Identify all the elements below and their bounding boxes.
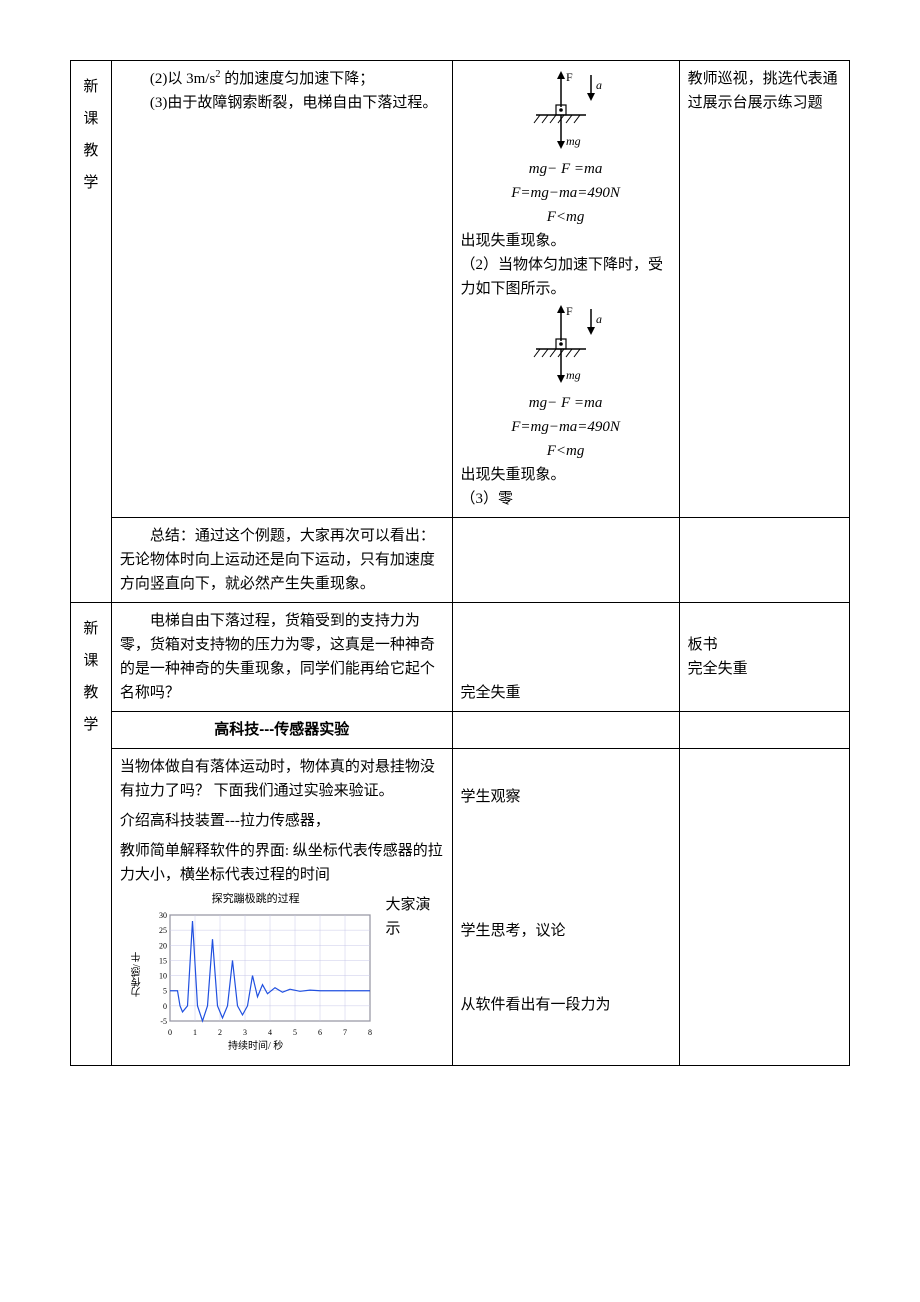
row-section-title: 高科技---传感器实验 xyxy=(71,712,850,749)
note-cell-summary xyxy=(679,518,849,603)
eq4: mg− F =ma xyxy=(461,391,671,415)
svg-text:15: 15 xyxy=(159,956,167,965)
student-cell-summary xyxy=(452,518,679,603)
free-body-diagram-1: F a mg xyxy=(516,67,616,157)
side-text: 大家演示 xyxy=(385,893,443,941)
svg-text:mg: mg xyxy=(566,134,581,148)
left-label-lower: 新 课 教 学 xyxy=(71,603,112,1066)
note-cell-experiment xyxy=(679,749,849,1066)
note-cell-freefall: 板书 完全失重 xyxy=(679,603,849,712)
student-cell-freefall: 完全失重 xyxy=(452,603,679,712)
lesson-plan-table: 新 课 教 学 (2)以 3m/s2 的加速度匀加速下降； (3)由于故障钢索断… xyxy=(70,60,850,1066)
eq1: mg− F =ma xyxy=(461,157,671,181)
problem-line-3: (3)由于故障钢索断裂，电梯自由下落过程。 xyxy=(120,91,444,115)
svg-text:a: a xyxy=(596,78,602,92)
teacher-cell-summary: 总结：通过这个例题，大家再次可以看出：无论物体时向上运动还是向下运动，只有加速度… xyxy=(111,518,452,603)
row-summary: 总结：通过这个例题，大家再次可以看出：无论物体时向上运动还是向下运动，只有加速度… xyxy=(71,518,850,603)
svg-text:0: 0 xyxy=(163,1001,167,1010)
section-title-cell: 高科技---传感器实验 xyxy=(111,712,452,749)
problem-line-2: (2)以 3m/s2 的加速度匀加速下降； xyxy=(120,67,444,91)
svg-text:mg: mg xyxy=(566,368,581,382)
text-weightless-2: 出现失重现象。 xyxy=(461,463,671,487)
text-case2: （2）当物体匀加速下降时，受力如下图所示。 xyxy=(461,253,671,301)
svg-text:a: a xyxy=(596,312,602,326)
svg-text:4: 4 xyxy=(268,1028,272,1037)
svg-text:30: 30 xyxy=(159,911,167,920)
sensor-chart-svg: 012345678-5051015202530 xyxy=(146,909,376,1039)
eq2: F=mg−ma=490N xyxy=(461,181,671,205)
svg-text:0: 0 xyxy=(168,1028,172,1037)
teacher-cell-experiment: 当物体做自有落体运动时，物体真的对悬挂物没有拉力了吗？ 下面我们通过实验来验证。… xyxy=(111,749,452,1066)
student-cell-problem: F a mg mg− F =ma F=mg−ma=490N F<mg xyxy=(452,61,679,518)
eq6: F<mg xyxy=(461,439,671,463)
sensor-chart: 探究蹦极跳的过程 力传感/ 牛 012345678-5051015202530 … xyxy=(130,891,382,1055)
svg-text:-5: -5 xyxy=(160,1017,167,1026)
text-weightless-1: 出现失重现象。 xyxy=(461,229,671,253)
svg-text:3: 3 xyxy=(243,1028,247,1037)
svg-text:1: 1 xyxy=(193,1028,197,1037)
svg-text:10: 10 xyxy=(159,971,167,980)
svg-text:5: 5 xyxy=(293,1028,297,1037)
student-cell-experiment: 学生观察 学生思考，议论 从软件看出有一段力为 xyxy=(452,749,679,1066)
text-case3: （3）零 xyxy=(461,487,671,511)
left-label-upper: 新 课 教 学 xyxy=(71,61,112,603)
row-problem: 新 课 教 学 (2)以 3m/s2 的加速度匀加速下降； (3)由于故障钢索断… xyxy=(71,61,850,518)
svg-text:20: 20 xyxy=(159,941,167,950)
empty-note-title xyxy=(679,712,849,749)
svg-text:6: 6 xyxy=(318,1028,322,1037)
note-cell-problem: 教师巡视，挑选代表通过展示台展示练习题 xyxy=(679,61,849,518)
svg-text:2: 2 xyxy=(218,1028,222,1037)
svg-text:F: F xyxy=(566,304,573,318)
svg-text:F: F xyxy=(566,70,573,84)
teacher-cell-problem: (2)以 3m/s2 的加速度匀加速下降； (3)由于故障钢索断裂，电梯自由下落… xyxy=(111,61,452,518)
empty-student-title xyxy=(452,712,679,749)
svg-text:25: 25 xyxy=(159,926,167,935)
row-experiment: 当物体做自有落体运动时，物体真的对悬挂物没有拉力了吗？ 下面我们通过实验来验证。… xyxy=(71,749,850,1066)
teacher-cell-freefall: 电梯自由下落过程，货箱受到的支持力为零，货箱对支持物的压力为零，这真是一种神奇的… xyxy=(111,603,452,712)
svg-text:7: 7 xyxy=(343,1028,347,1037)
eq3: F<mg xyxy=(461,205,671,229)
svg-text:8: 8 xyxy=(368,1028,372,1037)
free-body-diagram-2: F a mg xyxy=(516,301,616,391)
row-freefall: 新 课 教 学 电梯自由下落过程，货箱受到的支持力为零，货箱对支持物的压力为零，… xyxy=(71,603,850,712)
eq5: F=mg−ma=490N xyxy=(461,415,671,439)
svg-text:5: 5 xyxy=(163,986,167,995)
